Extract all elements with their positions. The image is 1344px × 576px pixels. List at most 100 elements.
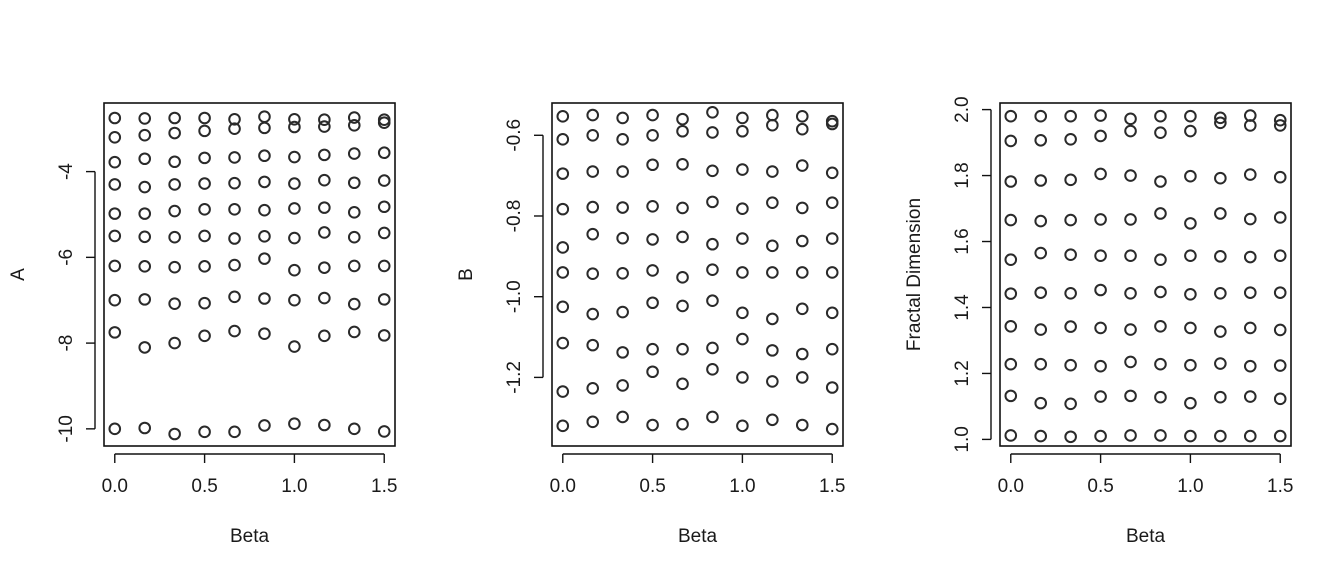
data-point [1094, 429, 1107, 443]
x-axis-label: Beta [230, 526, 270, 547]
data-point [646, 264, 659, 277]
data-point [168, 155, 181, 169]
data-point [646, 128, 659, 142]
data-point [1094, 213, 1107, 226]
y-axis-label: Fractal Dimension [904, 198, 925, 351]
data-point [586, 227, 600, 241]
data-point [1004, 319, 1018, 333]
data-point [1184, 358, 1197, 372]
data-point [556, 419, 570, 433]
data-point [168, 336, 181, 350]
data-point [1094, 109, 1107, 122]
data-point [1064, 430, 1077, 444]
data-point [646, 296, 659, 310]
data-point [198, 111, 211, 125]
data-point [258, 292, 271, 305]
data-point [1034, 174, 1048, 187]
data-point [1243, 359, 1257, 373]
data-point [795, 234, 809, 248]
data-point [1154, 175, 1167, 188]
data-point [228, 425, 241, 439]
y-tick-label: -1.0 [504, 280, 525, 313]
data-point [1124, 213, 1137, 226]
data-point [1214, 250, 1227, 263]
x-tick-label: 1.0 [729, 476, 755, 497]
data-point [1124, 323, 1137, 336]
data-point [676, 201, 689, 215]
data-point [616, 305, 629, 319]
data-point [108, 293, 122, 307]
data-point [288, 120, 301, 134]
data-point [766, 239, 779, 253]
data-point [1273, 359, 1287, 372]
data-point [168, 178, 181, 191]
data-point [1064, 132, 1077, 146]
data-point [228, 232, 241, 245]
data-point [1184, 169, 1197, 183]
data-point [1184, 287, 1197, 301]
data-point [825, 196, 839, 209]
data-point [198, 151, 211, 165]
data-point [1004, 253, 1018, 266]
plot-frame [999, 102, 1292, 447]
data-point [1184, 396, 1197, 410]
data-point [138, 128, 152, 142]
data-point [318, 173, 331, 187]
data-point [556, 300, 570, 314]
data-point [766, 266, 779, 279]
data-point [1094, 359, 1107, 373]
plot-panel-1: 0.0 0.5 1.0 1.5 -4 -6 -8 -10 Beta A [8, 102, 397, 547]
data-point [1064, 248, 1077, 262]
data-point [676, 299, 689, 313]
data-point [347, 118, 361, 132]
data-point [825, 306, 839, 320]
data-point [1243, 321, 1257, 335]
data-point [1064, 286, 1077, 300]
data-point [1273, 119, 1287, 132]
data-point [377, 259, 391, 273]
data-point [586, 415, 600, 429]
data-point [347, 325, 361, 339]
data-point [377, 329, 391, 342]
data-point [1184, 321, 1197, 335]
data-point [228, 324, 241, 338]
x-axis-label: Beta [1126, 526, 1166, 547]
data-point [676, 417, 689, 431]
data-point [228, 122, 241, 136]
data-point [288, 231, 301, 245]
data-point [825, 342, 839, 356]
data-point [1034, 109, 1048, 123]
data-point [1124, 112, 1137, 126]
data-point [288, 293, 301, 307]
x-tick-label: 1.5 [819, 476, 845, 497]
data-point [1243, 168, 1257, 181]
data-point [377, 174, 391, 187]
data-point [795, 110, 809, 123]
data-point [1154, 253, 1167, 266]
y-axis-label: B [456, 268, 477, 281]
data-point [736, 371, 749, 384]
data-point [1273, 323, 1287, 337]
data-point [288, 263, 301, 277]
data-point [318, 226, 331, 239]
data-point [736, 419, 749, 433]
data-point [766, 375, 779, 388]
data-point [616, 111, 629, 125]
data-point [318, 201, 331, 214]
data-point [736, 332, 749, 346]
data-point [1154, 285, 1167, 299]
data-point [795, 201, 809, 215]
data-point [228, 203, 241, 216]
data-point [1273, 249, 1287, 263]
data-point [1094, 249, 1107, 263]
data-point [556, 133, 570, 146]
data-point [676, 112, 689, 126]
data-point [795, 347, 809, 361]
data-point [1064, 358, 1077, 372]
data-point [556, 385, 570, 398]
data-point [706, 126, 719, 139]
x-tick-label: 0.5 [1087, 476, 1113, 497]
data-point [138, 180, 152, 194]
data-point [1243, 429, 1257, 443]
